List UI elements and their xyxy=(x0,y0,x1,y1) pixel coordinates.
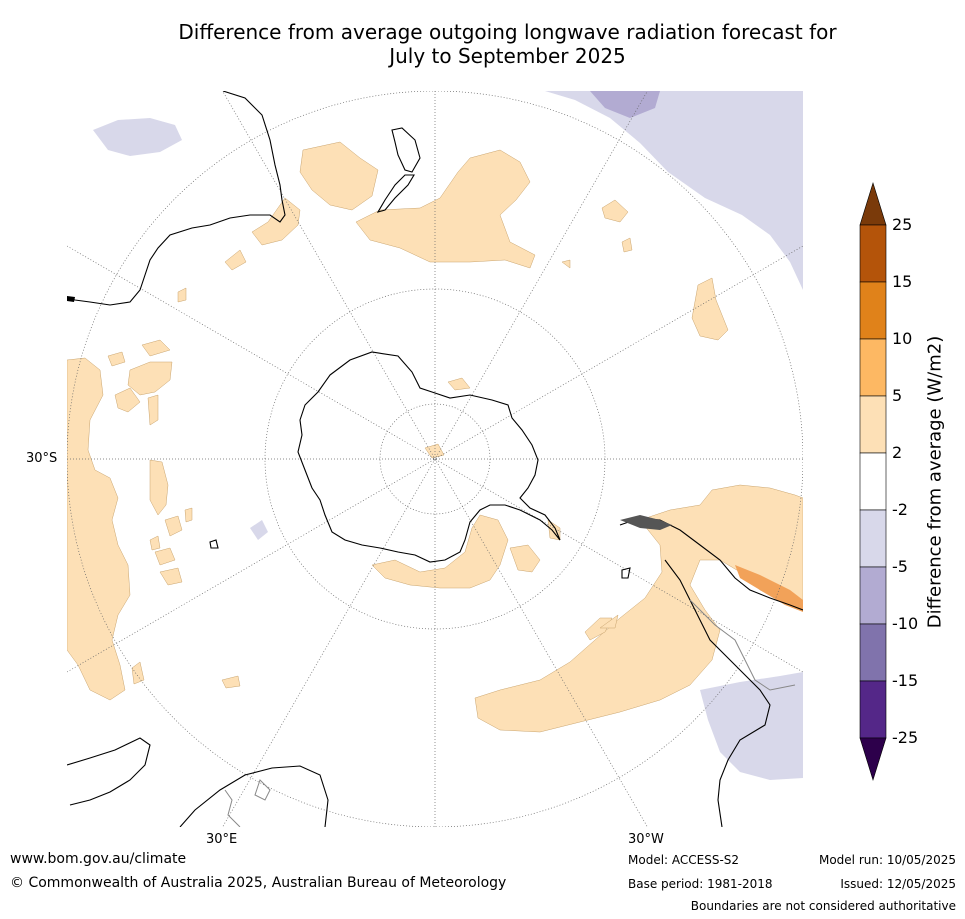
site-url: www.bom.gov.au/climate xyxy=(10,851,187,867)
colorbar-tick-label: -25 xyxy=(892,728,919,747)
colorbar-tick-label: -5 xyxy=(892,557,908,576)
below-average-core xyxy=(590,91,660,118)
strong-above-average xyxy=(735,565,803,612)
lat-label-30s: 30°S xyxy=(26,451,58,466)
colorbar-tick-label: -2 xyxy=(892,500,908,519)
colorbar-label: Difference from average (W/m2) xyxy=(924,335,946,629)
copyright: © Commonwealth of Australia 2025, Austra… xyxy=(10,875,507,891)
disclaimer: Boundaries are not considered authoritat… xyxy=(690,899,956,913)
graticule xyxy=(67,91,803,827)
colorbar-tick-label: 2 xyxy=(892,443,903,462)
coastlines xyxy=(67,91,803,827)
colorbar-tick-label: 10 xyxy=(892,329,913,348)
map-title: Difference from average outgoing longwav… xyxy=(100,20,915,68)
base-period: Base period: 1981-2018 xyxy=(628,877,773,891)
above-average-regions xyxy=(67,141,803,733)
colorbar-tick-label: 25 xyxy=(892,215,913,234)
issued-date: Issued: 12/05/2025 xyxy=(840,877,956,891)
colorbar-tick-label: 15 xyxy=(892,272,913,291)
below-average-regions xyxy=(93,91,803,780)
islands xyxy=(67,296,672,530)
model-label: Model: ACCESS-S2 xyxy=(628,853,740,867)
title-line-2: July to September 2025 xyxy=(389,44,626,68)
colorbar-tick-label: -10 xyxy=(892,614,919,633)
lon-label-30e: 30°E xyxy=(206,832,238,847)
country-borders xyxy=(224,599,796,827)
colorbar-tick-label: -15 xyxy=(892,671,919,690)
lon-label-30w: 30°W xyxy=(628,832,664,847)
colorbar-tick-label: 5 xyxy=(892,386,903,405)
title-line-1: Difference from average outgoing longwav… xyxy=(178,20,837,44)
model-run: Model run: 10/05/2025 xyxy=(818,853,956,867)
